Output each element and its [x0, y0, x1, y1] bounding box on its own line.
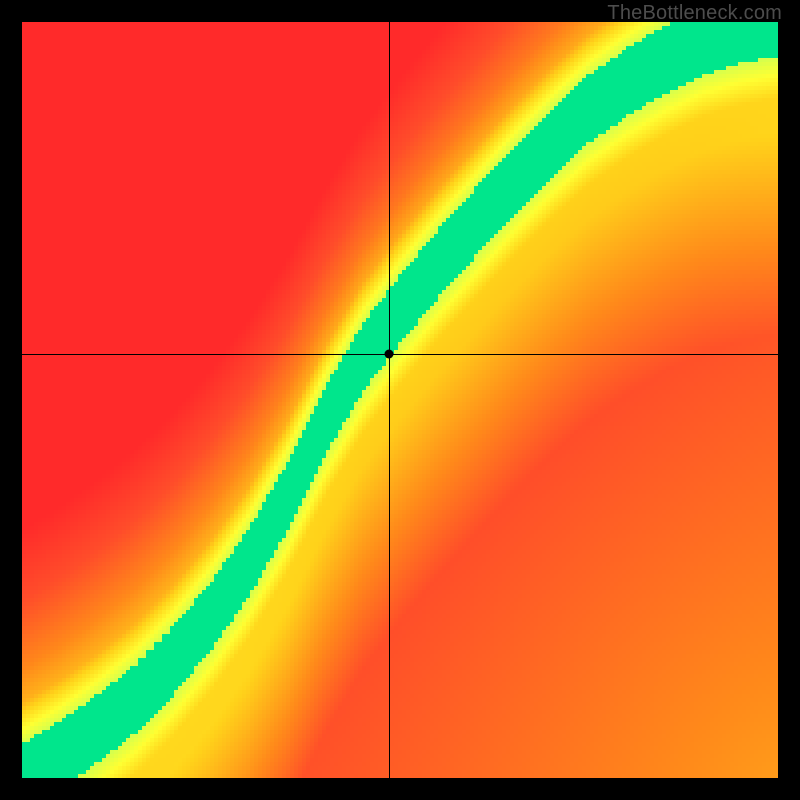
heatmap-canvas [22, 22, 778, 778]
chart-outer: TheBottleneck.com [0, 0, 800, 800]
crosshair-horizontal [22, 354, 778, 355]
watermark-text: TheBottleneck.com [607, 2, 782, 25]
heatmap-plot-area [22, 22, 778, 778]
crosshair-vertical [389, 22, 390, 778]
marker-dot [384, 349, 393, 358]
